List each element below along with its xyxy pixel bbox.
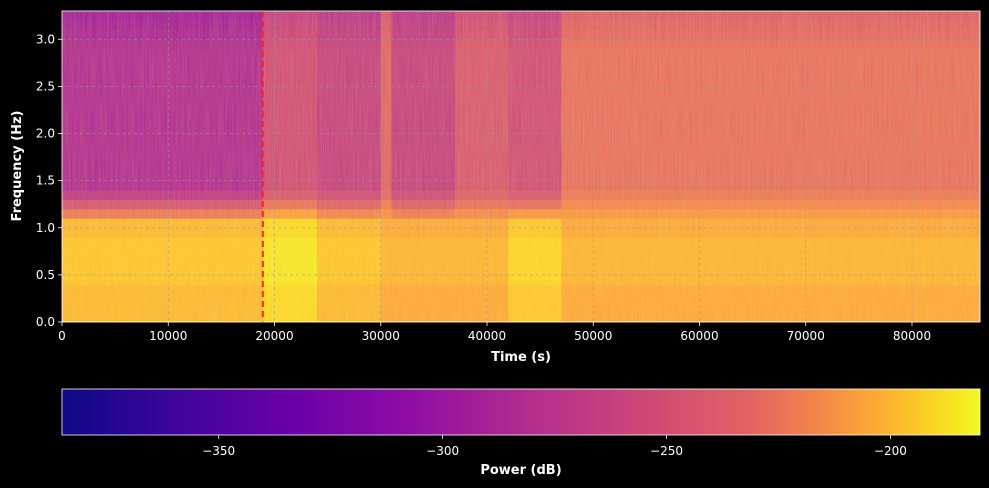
grid-lines <box>62 11 980 322</box>
x-tick-label: 0 <box>58 329 66 343</box>
colorbar-gradient <box>61 388 981 436</box>
y-tick-label: 2.0 <box>36 127 55 141</box>
y-tick-label: 1.0 <box>36 221 55 235</box>
x-tick-label: 10000 <box>149 329 187 343</box>
x-tick-label: 20000 <box>255 329 293 343</box>
x-axis-ticks: 0 10000 20000 30000 40000 50000 60000 70000 8000… <box>58 322 931 343</box>
colorbar-ticks: −350 −300 −250 −200 <box>202 435 907 458</box>
y-tick-label: 2.5 <box>36 79 55 93</box>
y-tick-label: 0.5 <box>36 268 55 282</box>
x-tick-label: 60000 <box>680 329 718 343</box>
colorbar-tick-label: −200 <box>874 444 907 458</box>
y-tick-label: 3.0 <box>36 32 55 46</box>
y-tick-label: 1.5 <box>36 174 55 188</box>
colorbar-tick-label: −300 <box>426 444 459 458</box>
y-axis-ticks: 0.0 0.5 1.0 1.5 2.0 2.5 3.0 <box>36 32 62 329</box>
colorbar: −350 −300 −250 −200 Power (dB) <box>61 388 981 478</box>
y-axis-label: Frequency (Hz) <box>10 111 25 222</box>
spectrogram-plot <box>61 10 981 323</box>
colorbar-tick-label: −250 <box>650 444 683 458</box>
x-tick-label: 70000 <box>787 329 825 343</box>
texture-overlay <box>62 11 980 322</box>
x-tick-label: 80000 <box>893 329 931 343</box>
x-tick-label: 50000 <box>574 329 612 343</box>
x-tick-label: 30000 <box>362 329 400 343</box>
x-tick-label: 40000 <box>468 329 506 343</box>
colorbar-tick-label: −350 <box>202 444 235 458</box>
colorbar-label: Power (dB) <box>480 463 561 478</box>
plot-frame <box>61 10 981 323</box>
y-tick-label: 0.0 <box>36 315 55 329</box>
x-axis-label: Time (s) <box>491 350 551 365</box>
